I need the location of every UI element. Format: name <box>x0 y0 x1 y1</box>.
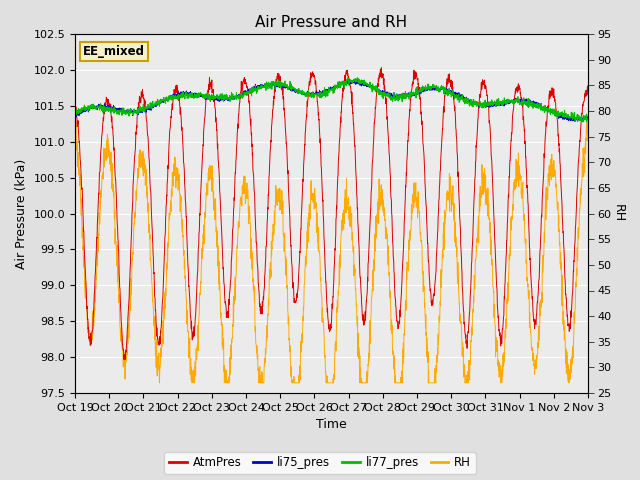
Title: Air Pressure and RH: Air Pressure and RH <box>255 15 408 30</box>
Legend: AtmPres, li75_pres, li77_pres, RH: AtmPres, li75_pres, li77_pres, RH <box>164 452 476 474</box>
Text: EE_mixed: EE_mixed <box>83 45 145 58</box>
Y-axis label: RH: RH <box>612 204 625 223</box>
Y-axis label: Air Pressure (kPa): Air Pressure (kPa) <box>15 158 28 269</box>
X-axis label: Time: Time <box>316 419 347 432</box>
